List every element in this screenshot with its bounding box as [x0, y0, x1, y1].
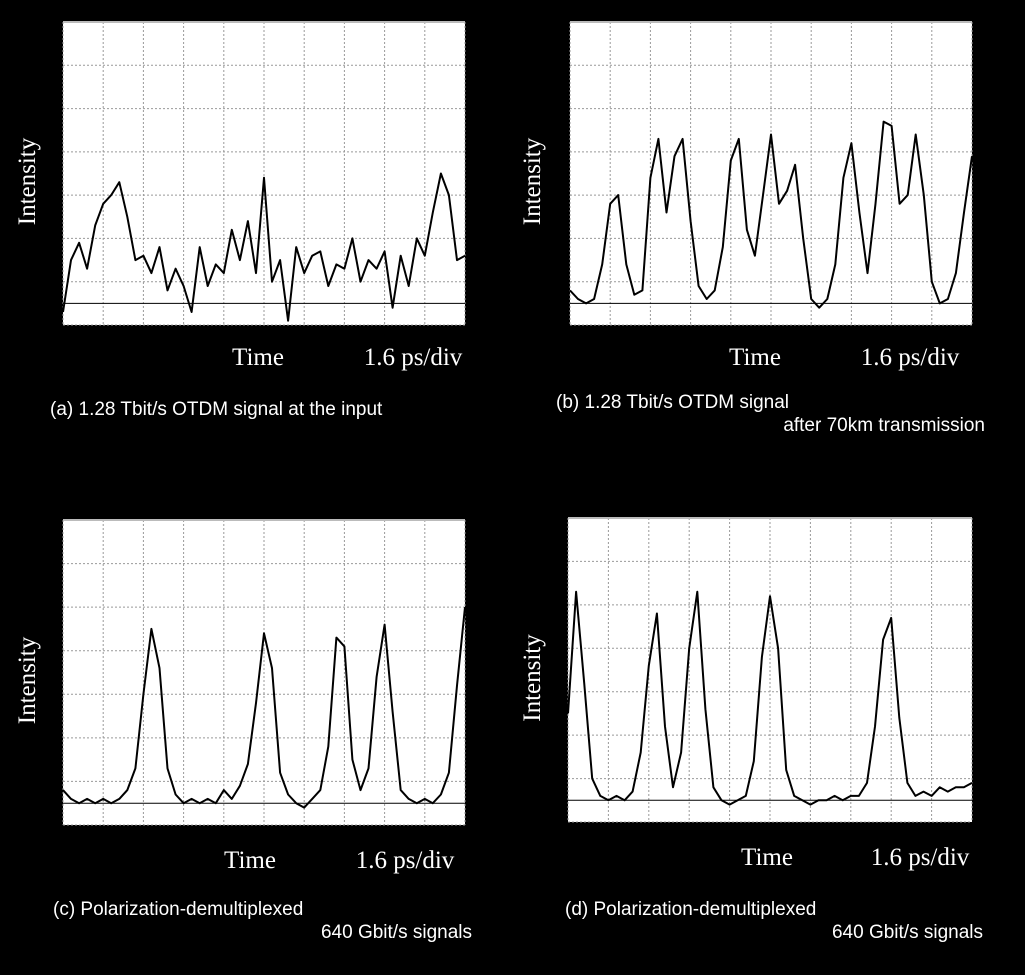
x-scale-label: 1.6 ps/div: [861, 344, 960, 371]
x-axis-label: Time: [741, 844, 793, 871]
x-axis-label: Time: [729, 344, 781, 371]
y-axis-label: Intensity: [519, 137, 546, 225]
x-axis-label: Time: [224, 847, 276, 874]
caption: after 70km transmission: [783, 415, 985, 436]
trace: [569, 120, 973, 309]
trace: [62, 172, 466, 322]
x-scale-label: 1.6 ps/div: [871, 844, 970, 871]
caption: (b) 1.28 Tbit/s OTDM signal: [556, 392, 789, 413]
x-axis-label: Time: [232, 344, 284, 371]
trace: [62, 606, 466, 809]
caption: (a) 1.28 Tbit/s OTDM signal at the input: [50, 399, 383, 420]
caption: 640 Gbit/s signals: [321, 922, 472, 943]
trace: [567, 590, 973, 806]
x-scale-label: 1.6 ps/div: [356, 847, 455, 874]
y-axis-label: Intensity: [519, 634, 546, 722]
y-axis-label: Intensity: [14, 137, 41, 225]
y-axis-label: Intensity: [14, 636, 41, 724]
caption: 640 Gbit/s signals: [832, 922, 983, 943]
x-scale-label: 1.6 ps/div: [364, 344, 463, 371]
caption: (d) Polarization-demultiplexed: [565, 899, 816, 920]
caption: (c) Polarization-demultiplexed: [53, 899, 303, 920]
